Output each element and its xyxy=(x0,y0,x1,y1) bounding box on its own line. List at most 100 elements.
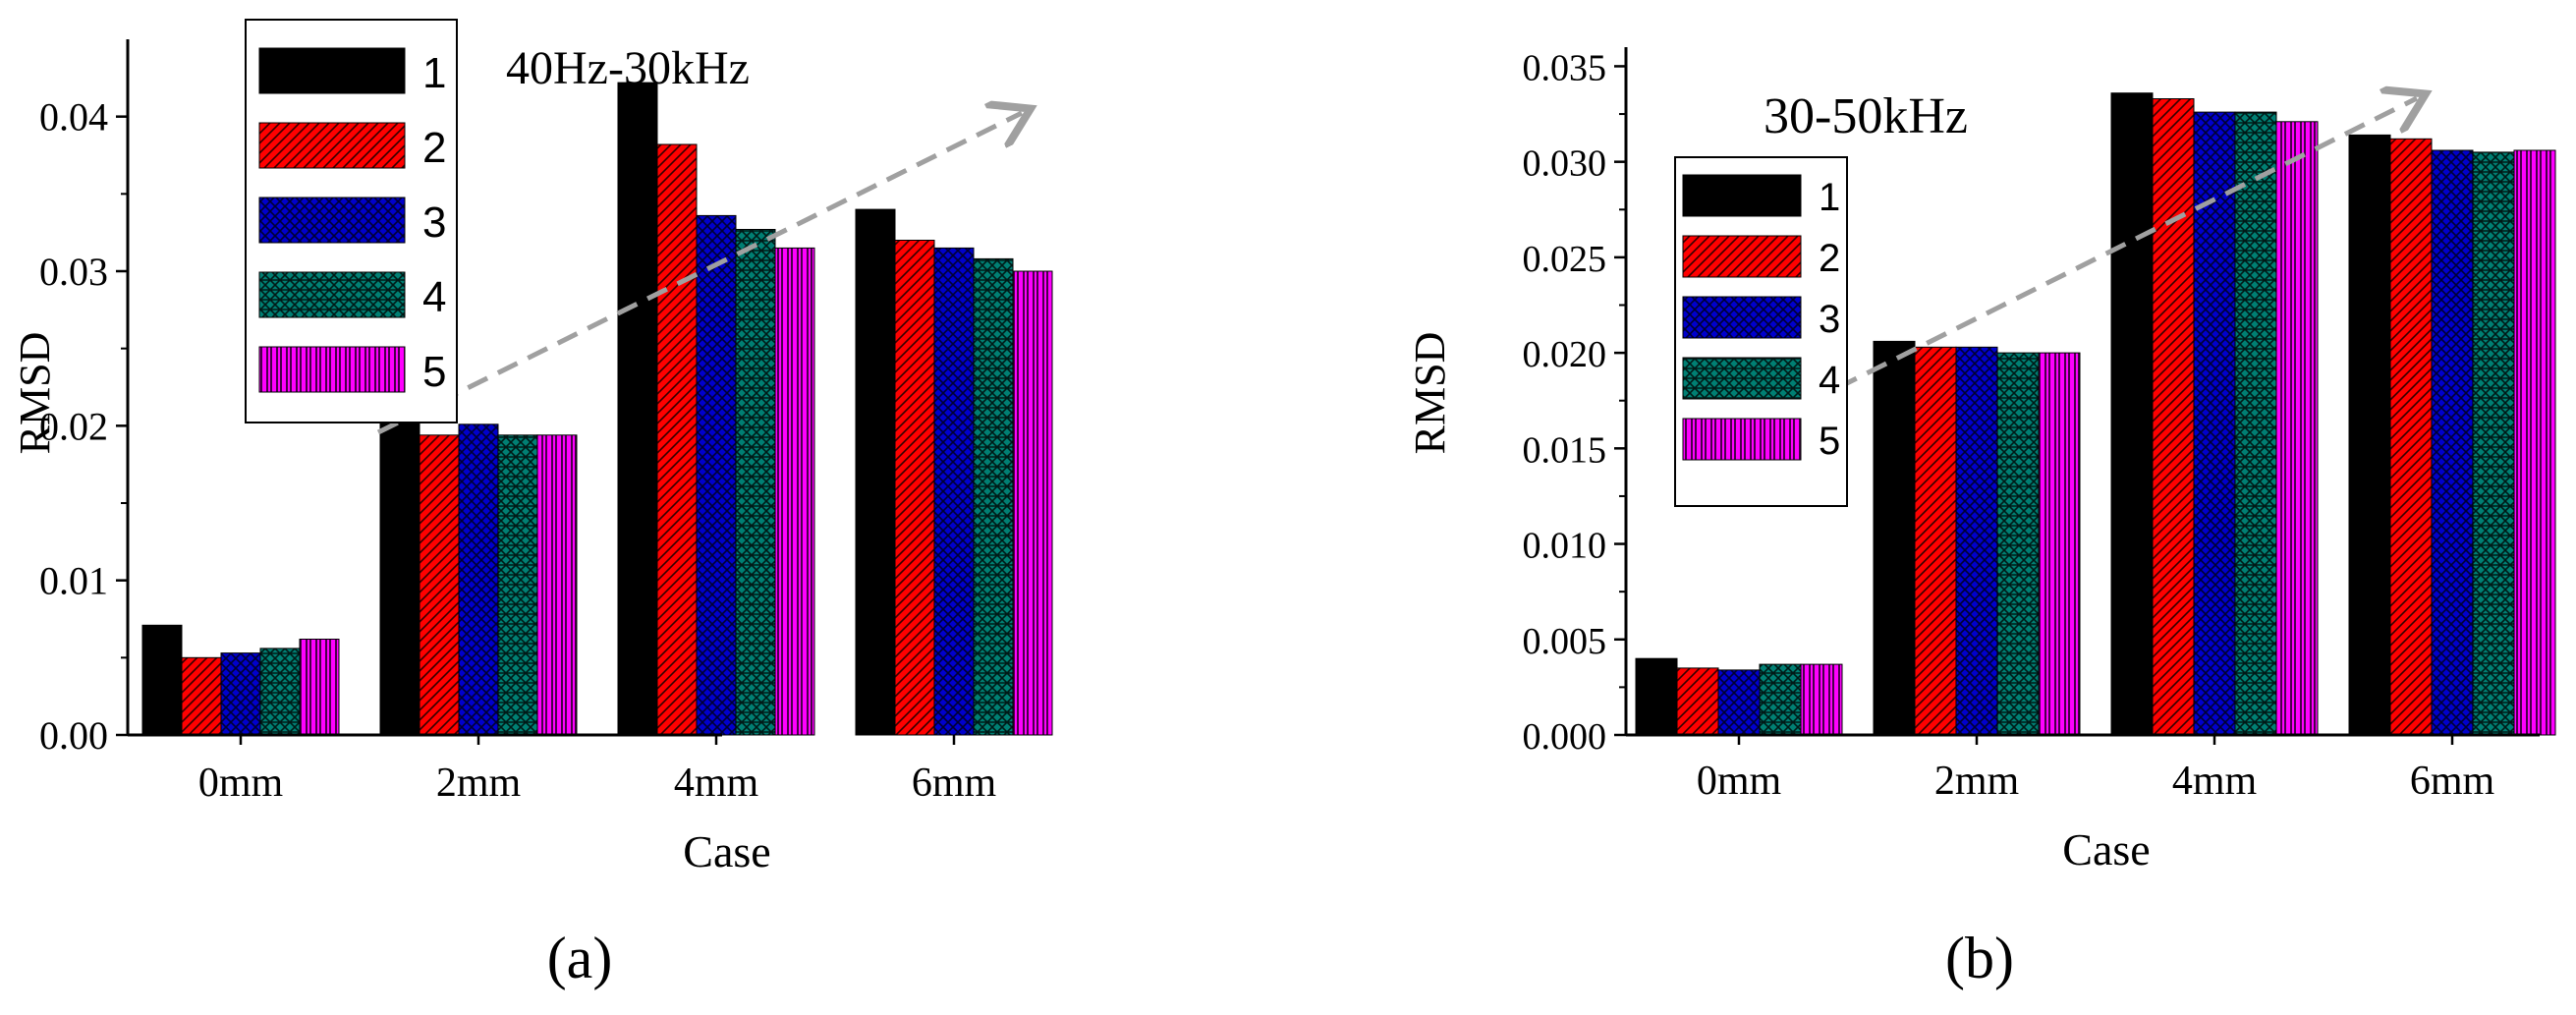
bar-series-2-2mm xyxy=(1914,346,1957,736)
bar-series-2-4mm xyxy=(656,143,698,736)
bar-series-1-2mm xyxy=(379,410,420,736)
trend-arrow-group xyxy=(376,113,1022,435)
legend-label-1: 1 xyxy=(422,49,446,97)
y-axis-label: RMSD xyxy=(1406,332,1454,455)
bar-series-4-6mm xyxy=(973,257,1014,736)
bar-series-4-4mm xyxy=(2234,111,2277,736)
panel-label-b: (b) xyxy=(1945,926,2014,990)
bar-series-5-2mm xyxy=(536,434,578,736)
trend-arrow xyxy=(376,113,1022,435)
legend-label-1: 1 xyxy=(1819,176,1840,219)
bar-series-3-0mm xyxy=(220,652,261,736)
bar-series-1-4mm xyxy=(617,82,658,736)
trend-arrow xyxy=(1835,98,2417,391)
legend-swatch-1 xyxy=(258,47,406,94)
legend-label-5: 5 xyxy=(422,348,446,396)
y-tick-label: 0.000 xyxy=(1523,716,1607,758)
x-tick-label: 4mm xyxy=(674,761,759,806)
x-tick-label: 6mm xyxy=(2410,759,2495,804)
bar-series-1-6mm xyxy=(2348,134,2391,736)
legend: 1 2 3 4 5 xyxy=(1674,156,1848,507)
bar-series-3-2mm xyxy=(458,423,499,736)
y-tick-label: 0.025 xyxy=(1523,239,1607,280)
y-tick-label: 0.020 xyxy=(1523,334,1607,375)
bar-series-4-0mm xyxy=(1759,663,1802,736)
bar-series-3-6mm xyxy=(2431,149,2474,736)
bar-series-4-2mm xyxy=(497,434,538,736)
bar-series-1-0mm xyxy=(1635,657,1678,736)
bars-group xyxy=(141,82,1053,736)
y-tick-label: 0.035 xyxy=(1523,47,1607,88)
legend-label-3: 3 xyxy=(422,198,446,247)
x-tick-label: 0mm xyxy=(198,761,284,806)
x-tick-label: 2mm xyxy=(1934,759,2020,804)
legend-swatch-3 xyxy=(258,197,406,244)
bar-series-5-6mm xyxy=(2513,149,2556,736)
bar-series-5-0mm xyxy=(1800,663,1843,736)
axes-group: 0mm 2mm 4mm 6mm 0.00 0.01 0.02 0.03 0.04 xyxy=(39,39,996,806)
bar-series-5-4mm xyxy=(2275,121,2319,736)
x-axis-label: Case xyxy=(683,826,770,876)
y-tick-label: 0.04 xyxy=(39,95,108,140)
trend-arrow-group xyxy=(1835,98,2417,391)
bar-series-4-2mm xyxy=(1996,352,2040,736)
panel-label-a: (a) xyxy=(547,926,613,990)
y-tick-label: 0.005 xyxy=(1523,621,1607,662)
bar-series-1-4mm xyxy=(2110,92,2154,736)
bar-series-3-6mm xyxy=(933,247,975,736)
bar-series-2-0mm xyxy=(1676,667,1719,736)
bar-series-2-0mm xyxy=(181,656,222,736)
bar-series-5-0mm xyxy=(299,639,340,736)
legend-swatch-2 xyxy=(1682,235,1802,278)
y-tick-label: 0.00 xyxy=(39,713,108,758)
legend-label-4: 4 xyxy=(1819,359,1840,402)
x-tick-label: 0mm xyxy=(1697,759,1782,804)
bar-series-5-2mm xyxy=(2038,352,2081,736)
y-tick-label: 0.01 xyxy=(39,559,108,603)
legend-swatch-1 xyxy=(1682,174,1802,217)
y-tick-label: 0.02 xyxy=(39,404,108,448)
bar-series-1-6mm xyxy=(855,208,896,736)
bar-series-4-0mm xyxy=(259,648,301,736)
y-tick-label: 0.015 xyxy=(1523,429,1607,471)
y-tick-label: 0.010 xyxy=(1523,526,1607,567)
legend-label-2: 2 xyxy=(422,124,446,172)
bar-series-3-2mm xyxy=(1955,346,1998,736)
bar-series-2-4mm xyxy=(2152,98,2195,736)
annotation-frequency-range: 30-50kHz xyxy=(1764,88,1968,144)
x-tick-label: 2mm xyxy=(436,761,522,806)
bar-series-3-0mm xyxy=(1717,669,1761,736)
y-tick-label: 0.03 xyxy=(39,250,108,294)
bar-series-4-6mm xyxy=(2472,151,2515,736)
bar-series-2-6mm xyxy=(2389,138,2433,736)
bar-series-2-2mm xyxy=(419,434,460,736)
chart-panel-b: 0mm 2mm 4mm 6mm 0.000 0.005 0.010 0.015 0.020 0.0… xyxy=(1406,47,2556,990)
bar-series-1-0mm xyxy=(141,624,183,736)
legend: 1 2 3 4 5 xyxy=(245,19,458,423)
axes-group: 0mm 2mm 4mm 6mm 0.000 0.005 0.010 0.015 0.020 0.0… xyxy=(1523,47,2540,804)
bar-series-3-4mm xyxy=(2193,111,2236,736)
legend-swatch-4 xyxy=(1682,357,1802,400)
bar-series-4-4mm xyxy=(735,229,776,736)
x-axis-label: Case xyxy=(2062,824,2150,874)
bar-series-3-4mm xyxy=(696,214,737,736)
y-axis-label: RMSD xyxy=(11,332,59,455)
y-tick-label: 0.030 xyxy=(1523,143,1607,185)
bars-group xyxy=(1635,92,2556,736)
bar-series-5-6mm xyxy=(1012,270,1053,736)
legend-swatch-4 xyxy=(258,271,406,318)
x-tick-label: 4mm xyxy=(2172,759,2258,804)
legend-swatch-2 xyxy=(258,122,406,169)
legend-swatch-5 xyxy=(1682,418,1802,461)
annotation-frequency-range: 40Hz-30kHz xyxy=(506,42,750,94)
chart-panel-a: 0mm 2mm 4mm 6mm 0.00 0.01 0.02 0.03 0.04 1 2 3 4 5 4… xyxy=(11,19,1053,990)
legend-label-2: 2 xyxy=(1819,237,1840,280)
bar-series-1-2mm xyxy=(1873,340,1916,736)
legend-swatch-3 xyxy=(1682,296,1802,339)
legend-label-3: 3 xyxy=(1819,298,1840,341)
legend-label-5: 5 xyxy=(1819,420,1840,463)
legend-swatch-5 xyxy=(258,346,406,393)
bar-series-2-6mm xyxy=(894,240,935,736)
x-tick-label: 6mm xyxy=(912,761,997,806)
